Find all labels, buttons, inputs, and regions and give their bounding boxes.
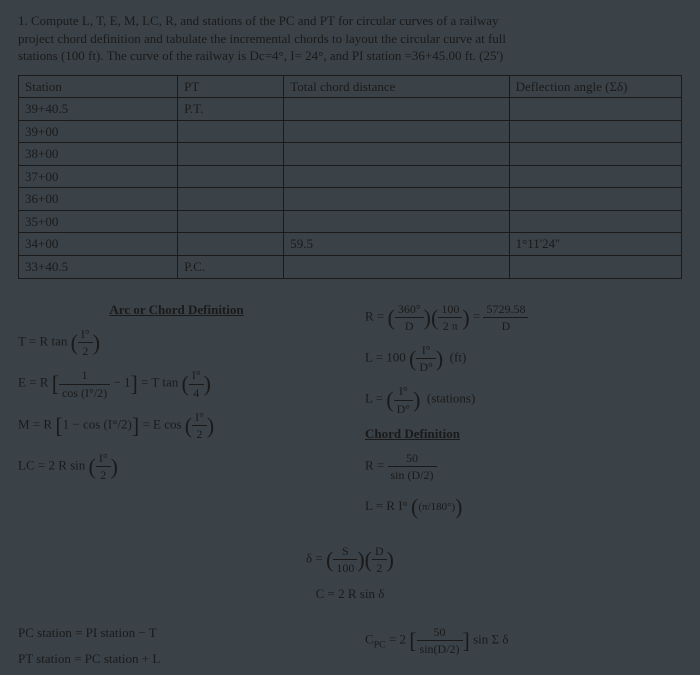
table-cell [178,188,284,211]
table-row: 39+00 [19,120,682,143]
col-pt: PT [178,75,284,98]
station-formulas: PC station = PI station − T PT station =… [18,616,682,675]
table-cell [509,143,681,166]
table-cell: P.T. [178,98,284,121]
table-row: 37+00 [19,165,682,188]
problem-statement: 1. Compute L, T, E, M, LC, R, and statio… [18,12,682,65]
table-cell: P.C. [178,256,284,279]
table-cell: 37+00 [19,165,178,188]
chord-heading: Chord Definition [365,425,682,443]
chord-formulas: R = (360°D)(1002 π) = 5729.58D L = 100 (… [365,293,682,530]
table-cell [509,165,681,188]
problem-number: 1. [18,13,28,28]
table-cell: 35+00 [19,210,178,233]
table-cell [509,210,681,233]
table-cell: 39+40.5 [19,98,178,121]
formula-L-RI: L = R I° ((π/180°)) [365,492,682,522]
formula-L-sta: L = (I°D°) (stations) [365,383,682,416]
table-cell [284,188,509,211]
table-cell [178,143,284,166]
table-row: 35+00 [19,210,682,233]
chord-table: Station PT Total chord distance Deflecti… [18,75,682,279]
formula-delta: δ = (S100)(D2) [18,543,682,576]
table-cell [178,120,284,143]
col-station: Station [19,75,178,98]
table-cell: 1°11'24'' [509,233,681,256]
problem-line1: Compute L, T, E, M, LC, R, and stations … [31,13,499,28]
arc-heading: Arc or Chord Definition [18,301,335,319]
col-deflection: Deflection angle (Σδ) [509,75,681,98]
table-row: 38+00 [19,143,682,166]
table-cell [284,210,509,233]
table-header-row: Station PT Total chord distance Deflecti… [19,75,682,98]
table-cell [284,120,509,143]
table-cell [178,165,284,188]
problem-line2: project chord definition and tabulate th… [18,31,506,46]
table-cell: 36+00 [19,188,178,211]
pt-station: PT station = PC station + L [18,650,335,668]
table-cell [284,165,509,188]
formula-T: T = R tan (I°2) [18,326,335,359]
table-cell: 59.5 [284,233,509,256]
table-cell [509,120,681,143]
formula-R-chord: R = 50sin (D/2) [365,450,682,483]
table-cell [284,143,509,166]
table-cell [509,98,681,121]
formula-C: C = 2 R sin δ [18,585,682,603]
formula-LC: LC = 2 R sin (I°2) [18,450,335,483]
problem-line3: stations (100 ft). The curve of the rail… [18,48,503,63]
formula-Cpc: CPC = 2 [50sin(D/2)] sin Σ δ [365,624,682,657]
formula-L-ft: L = 100 (I°D°) (ft) [365,342,682,375]
formula-E: E = R [1cos (I°/2) − 1] = T tan (I°4) [18,367,335,400]
table-cell [284,256,509,279]
table-cell [284,98,509,121]
formulas-section: Arc or Chord Definition T = R tan (I°2) … [18,293,682,530]
table-row: 39+40.5P.T. [19,98,682,121]
arc-formulas: Arc or Chord Definition T = R tan (I°2) … [18,293,335,530]
table-row: 36+00 [19,188,682,211]
formula-M: M = R [1 − cos (I°/2)] = E cos (I°2) [18,409,335,442]
table-cell: 34+00 [19,233,178,256]
table-row: 34+00 59.51°11'24'' [19,233,682,256]
table-cell: 33+40.5 [19,256,178,279]
table-cell [178,233,284,256]
table-cell [509,256,681,279]
table-cell [178,210,284,233]
formula-R-arc: R = (360°D)(1002 π) = 5729.58D [365,301,682,334]
table-row: 33+40.5P.C. [19,256,682,279]
delta-formulas: δ = (S100)(D2) C = 2 R sin δ [18,543,682,602]
table-cell: 38+00 [19,143,178,166]
pc-station: PC station = PI station − T [18,624,335,642]
col-chord: Total chord distance [284,75,509,98]
table-cell: 39+00 [19,120,178,143]
table-cell [509,188,681,211]
